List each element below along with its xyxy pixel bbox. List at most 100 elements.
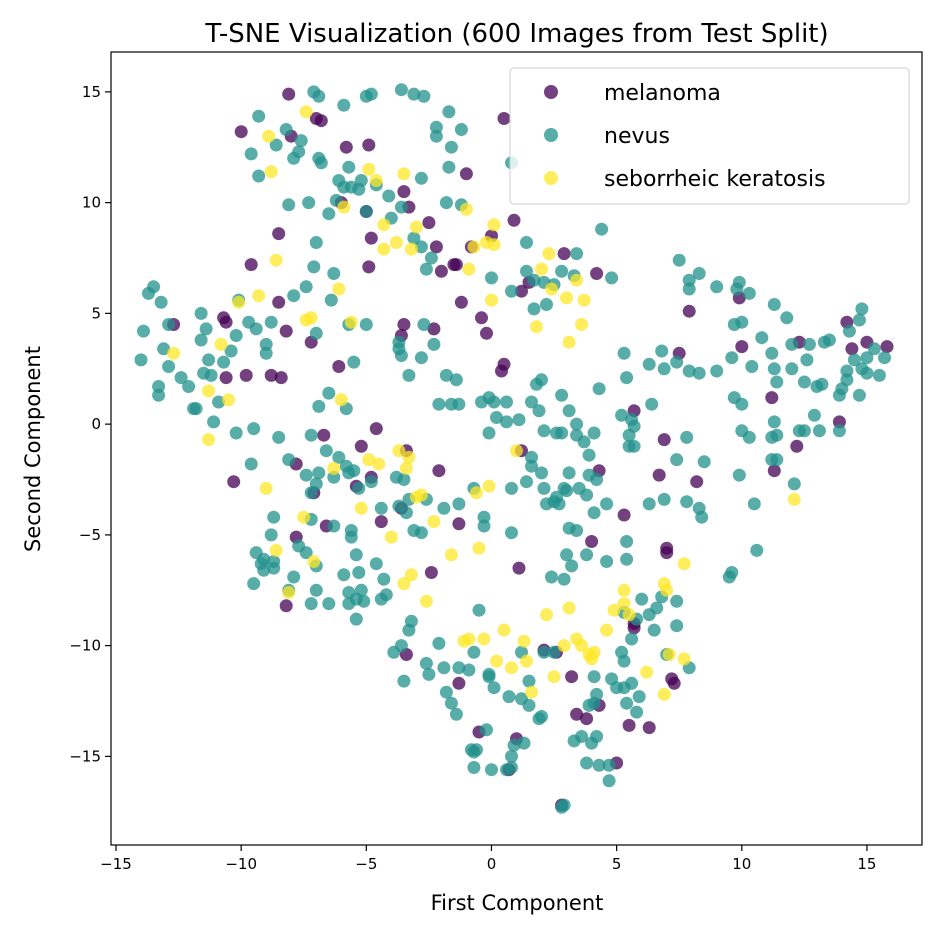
data-point [665,672,679,686]
data-point [515,284,528,298]
data-point [309,326,323,340]
data-point [414,240,428,254]
data-point [670,619,684,633]
data-point [449,258,463,272]
data-point [414,171,428,185]
data-point [580,548,594,562]
data-point [452,497,466,511]
data-point [414,351,428,365]
data-point [327,267,341,280]
data-point [337,568,351,582]
data-point [617,346,631,360]
data-point [537,645,551,659]
data-point [600,623,614,637]
data-point [660,583,674,597]
data-point [429,129,443,143]
data-point [319,444,333,458]
data-point [535,373,548,387]
data-point [432,464,446,478]
data-point [434,264,448,278]
data-point [555,388,569,402]
data-point [745,360,759,373]
data-point [562,335,576,349]
data-point [600,497,614,511]
data-point [832,415,846,429]
plot-area-frame [110,51,923,846]
data-point [550,426,563,440]
series-seborrheic-keratosis [167,105,801,701]
data-point [520,236,533,249]
data-point [467,645,481,659]
y-tick-label: 10 [82,194,101,212]
data-point [607,603,621,617]
data-point [522,674,536,688]
data-point [312,89,326,103]
data-point [537,424,551,438]
data-point [677,652,691,666]
data-point [710,280,724,294]
data-point [615,408,629,422]
data-point [547,645,561,659]
data-point [627,419,641,433]
data-point [840,373,854,387]
data-point [202,433,216,447]
data-point [272,295,286,309]
legend-label: melanoma [604,81,721,106]
data-point [424,566,438,579]
data-point [878,351,891,365]
data-point [487,238,501,252]
data-point [855,362,869,376]
data-point [432,397,446,411]
data-point [339,459,353,473]
data-point [442,105,456,119]
data-point [587,670,601,684]
data-point [417,89,431,103]
data-point [282,198,296,212]
data-point [287,570,301,584]
data-point [570,417,584,431]
x-tick-label: 5 [612,855,622,873]
data-point [239,368,253,382]
legend-marker [544,171,558,185]
data-point [505,526,518,540]
data-point [620,696,634,710]
data-point [557,798,571,812]
legend-label: seborrheic keratosis [604,167,826,192]
x-tick-label: 15 [857,855,876,873]
data-point [505,481,518,495]
data-point [735,315,749,329]
data-point [845,342,859,356]
data-point [480,723,493,737]
data-point [439,196,453,210]
data-point [269,138,283,152]
data-point [742,430,756,444]
data-point [282,87,296,101]
data-point [234,125,248,139]
data-point [590,473,604,486]
data-point [497,623,511,637]
data-point [407,231,421,245]
data-point [454,123,468,136]
data-point [557,639,571,653]
data-point [314,114,328,128]
data-point [189,402,203,416]
data-point [272,227,286,241]
data-point [557,572,571,586]
x-axis-ticks: −15 −10 −5 0 5 10 15 [100,845,876,873]
data-point [299,280,313,294]
data-point [642,357,656,371]
data-point [207,415,221,429]
legend-box [509,67,910,205]
data-point [437,501,451,515]
data-point [642,721,656,735]
data-point [294,134,308,148]
x-tick-label: −5 [355,855,377,873]
x-tick-label: −15 [100,855,132,873]
data-point [470,486,483,500]
data-point [735,340,749,354]
data-point [692,267,706,280]
x-tick-label: −10 [225,855,257,873]
data-point [212,395,226,409]
data-point [505,661,518,675]
